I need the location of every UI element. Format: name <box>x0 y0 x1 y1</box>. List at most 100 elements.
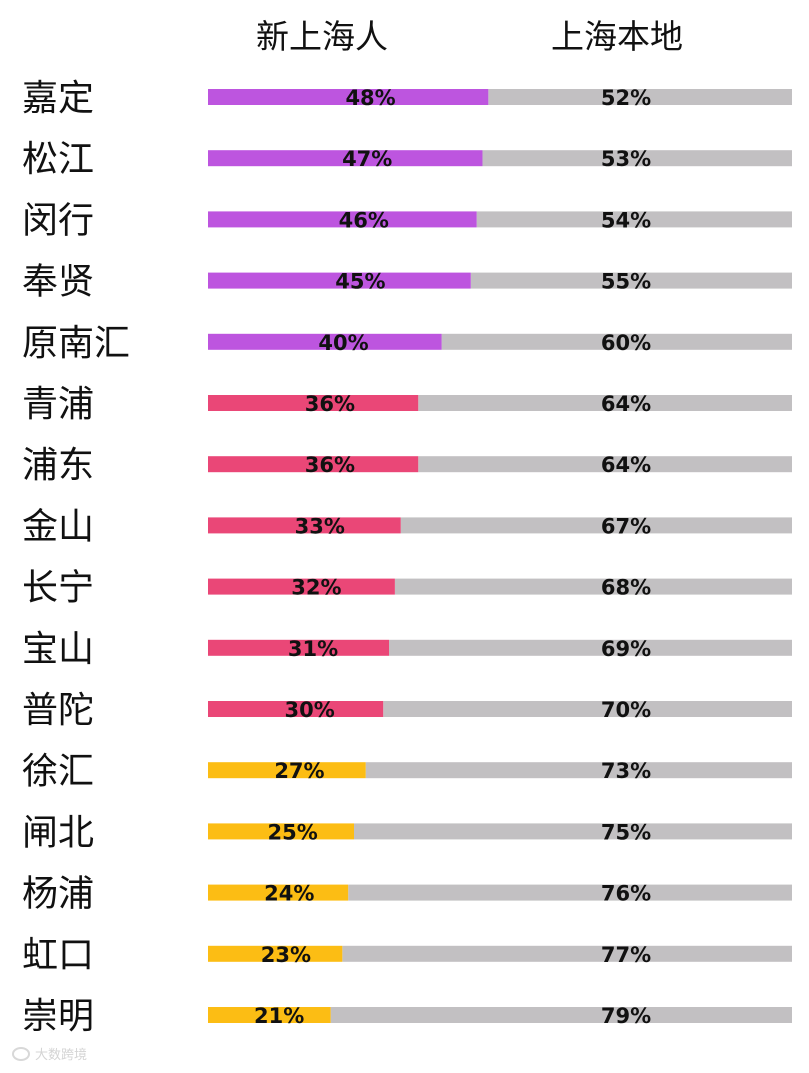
new-resident-bar <box>208 211 477 228</box>
chart-row: 普陀 30% 70% <box>22 690 792 731</box>
new-resident-value-label: 27% <box>274 759 324 783</box>
local-value-label: 54% <box>601 208 651 232</box>
new-resident-bar <box>208 1007 331 1023</box>
local-bar <box>354 823 792 840</box>
watermark: 大数跨境 <box>12 1044 87 1063</box>
local-bar <box>470 272 792 289</box>
local-value-label: 52% <box>601 86 651 110</box>
region-label: 杨浦 <box>22 874 94 915</box>
local-value-label: 70% <box>601 698 651 722</box>
region-label: 闵行 <box>22 200 94 241</box>
chart-row: 崇明 21% 79% <box>22 996 792 1037</box>
new-resident-value-label: 40% <box>318 331 368 355</box>
chart-row: 宝山 31% 69% <box>22 629 792 670</box>
new-resident-value-label: 45% <box>335 270 385 294</box>
chart-row: 闵行 46% 54% <box>22 200 792 241</box>
local-bar <box>330 1007 792 1023</box>
region-label: 原南汇 <box>22 323 130 364</box>
chart-row: 浦东 36% 64% <box>22 445 792 486</box>
new-resident-value-label: 24% <box>264 882 314 906</box>
region-label: 宝山 <box>22 629 94 670</box>
local-value-label: 75% <box>601 820 651 844</box>
local-value-label: 64% <box>601 453 651 477</box>
local-value-label: 77% <box>601 943 651 967</box>
new-resident-bar <box>208 823 354 840</box>
local-value-label: 64% <box>601 392 651 416</box>
new-resident-value-label: 32% <box>291 576 341 600</box>
chart-row: 原南汇 40% 60% <box>22 323 792 364</box>
chart-row: 长宁 32% 68% <box>22 568 792 609</box>
local-value-label: 67% <box>601 514 651 538</box>
chart-row: 杨浦 24% 76% <box>22 874 792 915</box>
region-label: 虹口 <box>22 935 94 976</box>
new-resident-bar <box>208 578 395 595</box>
region-label: 金山 <box>22 506 94 547</box>
new-resident-value-label: 31% <box>288 637 338 661</box>
chart-row: 徐汇 27% 73% <box>22 751 792 792</box>
region-label: 普陀 <box>22 690 94 731</box>
local-value-label: 68% <box>601 576 651 600</box>
new-resident-value-label: 21% <box>254 1004 304 1028</box>
region-label: 奉贤 <box>22 262 94 303</box>
header-local-shanghainese: 上海本地 <box>551 17 683 56</box>
new-resident-bar <box>208 762 366 779</box>
chart-row: 嘉定 48% 52% <box>22 78 792 119</box>
new-resident-bar <box>208 333 442 350</box>
local-bar <box>488 89 792 105</box>
region-label: 崇明 <box>22 996 94 1037</box>
new-resident-value-label: 48% <box>345 86 395 110</box>
chart-rows: 嘉定 48% 52% 松江 47% 53% 闵行 46% 54% 奉贤 45% 55% 原南汇 40% 60… <box>22 78 792 1037</box>
local-value-label: 79% <box>601 1004 651 1028</box>
chart-row: 虹口 23% 77% <box>22 935 792 976</box>
region-label: 嘉定 <box>22 78 94 119</box>
region-label: 青浦 <box>22 384 94 425</box>
new-resident-value-label: 25% <box>268 820 318 844</box>
new-resident-value-label: 36% <box>305 392 355 416</box>
chart-row: 奉贤 45% 55% <box>22 262 792 303</box>
local-bar <box>482 150 792 167</box>
local-bar <box>389 639 792 656</box>
local-bar <box>400 517 792 534</box>
local-value-label: 73% <box>601 759 651 783</box>
new-resident-bar <box>208 89 489 105</box>
local-bar <box>394 578 792 595</box>
new-resident-value-label: 36% <box>305 453 355 477</box>
new-resident-bar <box>208 884 349 901</box>
chart-row: 松江 47% 53% <box>22 139 792 180</box>
new-resident-bar <box>208 395 419 411</box>
chart-row: 青浦 36% 64% <box>22 384 792 425</box>
watermark-text: 大数跨境 <box>35 1048 88 1063</box>
local-bar <box>441 333 792 350</box>
new-resident-bar <box>208 517 401 534</box>
local-bar <box>365 762 792 779</box>
new-resident-bar <box>208 456 419 473</box>
new-resident-value-label: 23% <box>261 943 311 967</box>
new-resident-bar <box>208 945 343 962</box>
new-resident-value-label: 33% <box>295 514 345 538</box>
new-resident-bar <box>208 701 384 717</box>
region-label: 闸北 <box>22 812 94 853</box>
new-resident-bar <box>208 150 483 167</box>
region-label: 浦东 <box>22 445 94 486</box>
new-resident-value-label: 47% <box>342 147 392 171</box>
header-new-shanghainese: 新上海人 <box>256 17 388 56</box>
local-value-label: 69% <box>601 637 651 661</box>
logo-icon <box>12 1046 30 1061</box>
local-value-label: 60% <box>601 331 651 355</box>
chart-row: 闸北 25% 75% <box>22 812 792 853</box>
local-value-label: 55% <box>601 270 651 294</box>
local-bar <box>476 211 792 228</box>
chart-row: 金山 33% 67% <box>22 506 792 547</box>
local-bar <box>418 395 792 411</box>
new-resident-bar <box>208 272 471 289</box>
region-label: 松江 <box>22 139 94 180</box>
local-value-label: 76% <box>601 882 651 906</box>
local-bar <box>342 945 792 962</box>
new-resident-value-label: 30% <box>284 698 334 722</box>
new-resident-bar <box>208 639 390 656</box>
local-value-label: 53% <box>601 147 651 171</box>
region-label: 长宁 <box>22 568 94 609</box>
new-resident-value-label: 46% <box>339 208 389 232</box>
local-bar <box>348 884 792 901</box>
